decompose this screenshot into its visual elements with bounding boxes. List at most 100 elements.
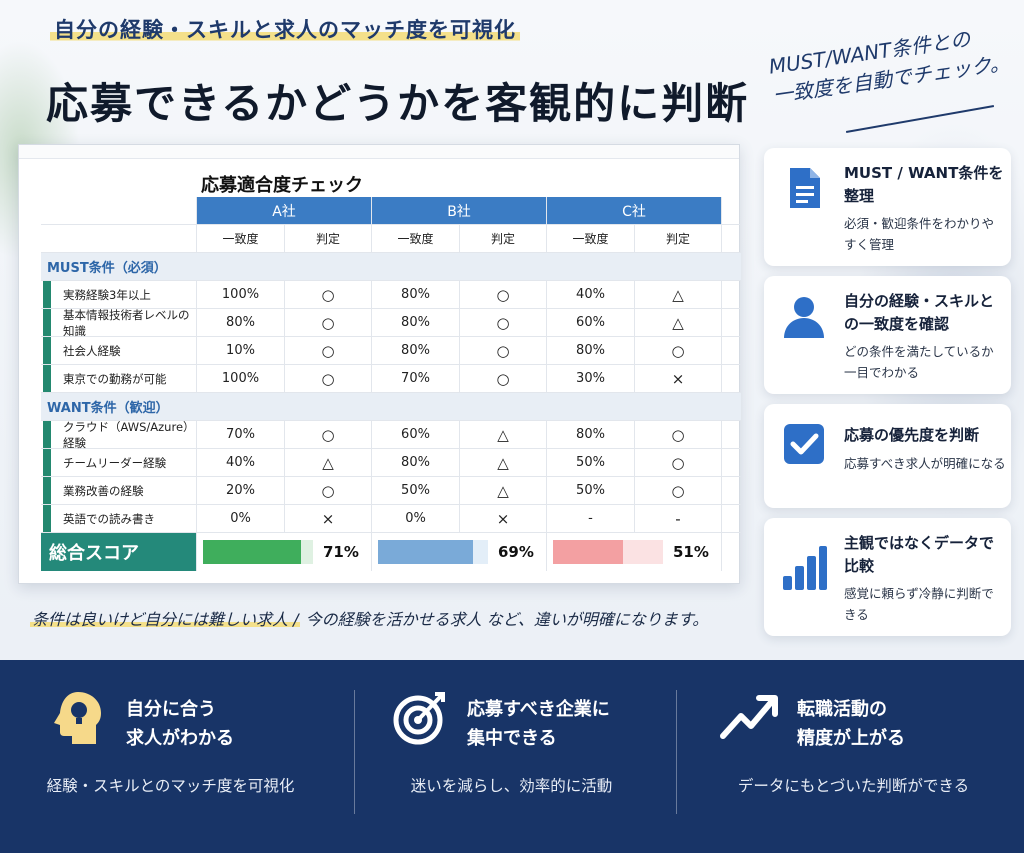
match-value-cell: 80% [372,449,460,476]
score-value-a: 71% [323,543,359,561]
match-value-cell: 50% [547,449,635,476]
match-value-cell: 0% [197,505,285,532]
judge-cell: △ [635,281,722,308]
col-match-a: 一致度 [197,225,285,252]
col-match-b: 一致度 [372,225,460,252]
condition-text: 社会人経験 [63,343,121,358]
score-label: 総合スコア [41,533,197,571]
feature-card-data: 主観ではなくデータで比較 感覚に頼らず冷静に判断できる [764,518,1011,636]
judge-cell: ○ [635,449,722,476]
score-a: 71% [197,533,372,571]
score-value-c: 51% [673,543,709,561]
company-c-header: C社 [547,197,722,224]
condition-text: 業務改善の経験 [63,483,144,498]
note-highlight: 条件は良いけど自分には難しい求人 / [30,610,301,629]
row-marker [43,281,51,308]
section-header-row: WANT条件（歓迎） [41,393,741,421]
row-marker [43,337,51,364]
condition-label: 実務経験3年以上 [41,281,197,308]
table-row: 英語での読み書き 0% × 0% × - - [41,505,741,533]
card-title: 主観ではなくデータで比較 [844,534,995,575]
judge-cell: △ [285,449,372,476]
judge-cell: × [285,505,372,532]
benefit-title-line1: 自分に合う [126,699,216,720]
table-row: 実務経験3年以上 100% ○ 80% ○ 40% △ [41,281,741,309]
note-rest: 今の経験を活かせる求人 など、違いが明確になります。 [305,610,709,629]
score-fill-b [378,540,473,564]
judge-cell: △ [635,309,722,336]
condition-text: チームリーダー経験 [63,455,167,470]
condition-text: 基本情報技術者レベルの知識 [63,307,190,338]
table-body: MUST条件（必須） 実務経験3年以上 100% ○ 80% ○ 40% △ 基本情報技術者レベ… [41,253,741,533]
row-marker [43,449,51,476]
table-row: クラウド（AWS/Azure）経験 70% ○ 60% △ 80% ○ [41,420,741,450]
page-title: 応募できるかどうかを客観的に判断 [46,79,750,128]
match-value-cell: 0% [372,505,460,532]
condition-text: 東京での勤務が可能 [63,371,167,386]
table-row: チームリーダー経験 40% △ 80% △ 50% ○ [41,449,741,477]
match-value-cell: 80% [547,421,635,448]
benefit-fit: 自分に合う 求人がわかる 経験・スキルとのマッチ度を可視化 [0,660,341,853]
col-judge-c: 判定 [635,225,722,252]
condition-label: 社会人経験 [41,337,197,364]
score-bar-c [553,540,663,564]
benefit-title-line2: 集中できる [467,727,557,749]
subtitle: 自分の経験・スキルと求人のマッチ度を可視化 [50,14,520,44]
col-judge-a: 判定 [285,225,372,252]
condition-label: チームリーダー経験 [41,449,197,476]
match-value-cell: 70% [197,421,285,448]
header-blank [41,197,197,224]
card-desc: 必須・歓迎条件をわかりやすく管理 [844,216,995,252]
target-icon [393,690,447,746]
match-value-cell: 80% [197,309,285,336]
match-value-cell: 50% [547,477,635,504]
benefit-desc: 経験・スキルとのマッチ度を可視化 [46,777,295,795]
check-table: A社 B社 C社 一致度 判定 一致度 判定 一致度 判定 MUST条件（必須）… [41,197,741,571]
checkbox-icon [780,420,828,468]
judge-cell: ○ [285,337,372,364]
condition-label: 業務改善の経験 [41,477,197,504]
judge-cell: ○ [285,309,372,336]
row-marker [43,505,51,532]
match-value-cell: 40% [197,449,285,476]
feature-card-organize: MUST / WANT条件を整理 必須・歓迎条件をわかりやすく管理 [764,148,1011,266]
table-row: 東京での勤務が可能 100% ○ 70% ○ 30% × [41,365,741,393]
match-value-cell: 100% [197,365,285,392]
header-blank [41,225,197,252]
judge-cell: ○ [635,477,722,504]
company-header-row: A社 B社 C社 [41,197,741,225]
score-fill-c [553,540,624,564]
score-c: 51% [547,533,722,571]
match-value-cell: 60% [547,309,635,336]
section-label: MUST条件（必須） [47,261,167,276]
judge-cell: △ [460,421,547,448]
document-icon [780,164,828,212]
row-marker [43,421,51,448]
trend-up-icon [719,690,778,746]
judge-cell: - [635,505,722,532]
judge-cell: ○ [460,337,547,364]
match-value-cell: 100% [197,281,285,308]
benefit-desc: データにもとづいた判断ができる [737,777,970,795]
feature-card-priority: 応募の優先度を判断 応募すべき求人が明確になる [764,404,1011,508]
handwritten-note: MUST/WANT条件との 一致度を自動でチェック。 [767,20,1013,111]
card-desc: 感覚に頼らず冷静に判断できる [844,586,994,622]
benefit-title-line2: 精度が上がる [797,727,905,749]
row-marker [43,309,51,336]
col-match-c: 一致度 [547,225,635,252]
card-desc: 応募すべき求人が明確になる [844,456,1006,471]
judge-cell: ○ [460,365,547,392]
section-header-row: MUST条件（必須） [41,253,741,281]
benefit-accuracy: 転職活動の 精度が上がる データにもとづいた判断ができる [683,660,1024,853]
judge-cell: ○ [285,365,372,392]
benefit-title-line2: 求人がわかる [126,727,234,749]
match-value-cell: 70% [372,365,460,392]
match-value-cell: 20% [197,477,285,504]
card-title: 応募の優先度を判断 [844,426,980,444]
bar-chart-icon [780,544,828,592]
judge-cell: ○ [460,309,547,336]
judge-cell: × [460,505,547,532]
row-marker [43,477,51,504]
feature-card-match: 自分の経験・スキルとの一致度を確認 どの条件を満たしているか一目でわかる [764,276,1011,394]
benefit-title: 応募すべき企業に 集中できる [467,696,610,754]
